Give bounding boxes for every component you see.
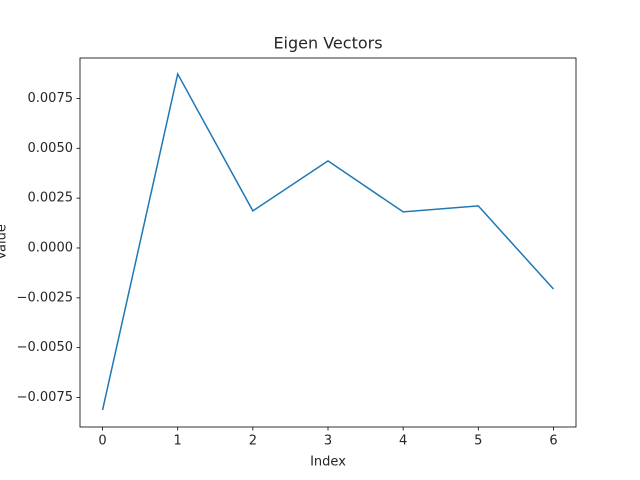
x-tick-label: 0 xyxy=(98,434,106,449)
x-tick-label: 5 xyxy=(474,434,482,449)
y-tick-label: −0.0050 xyxy=(17,340,73,355)
y-axis-label: Value xyxy=(0,224,10,260)
y-tick-label: 0.0075 xyxy=(28,91,74,106)
x-tick-label: 6 xyxy=(549,434,557,449)
chart-title: Eigen Vectors xyxy=(273,34,382,53)
y-tick-label: 0.0025 xyxy=(28,191,74,206)
y-tick-label: 0.0050 xyxy=(28,141,74,156)
x-tick-label: 4 xyxy=(399,434,407,449)
y-tick-label: −0.0025 xyxy=(17,290,73,305)
x-tick-label: 1 xyxy=(174,434,182,449)
x-axis-label: Index xyxy=(310,455,346,470)
plot-frame xyxy=(79,57,577,428)
y-tick-label: −0.0075 xyxy=(17,390,73,405)
x-tick-label: 3 xyxy=(324,434,332,449)
data-line xyxy=(101,71,555,411)
y-tick-label: 0.0000 xyxy=(28,240,74,255)
x-tick-label: 2 xyxy=(249,434,257,449)
